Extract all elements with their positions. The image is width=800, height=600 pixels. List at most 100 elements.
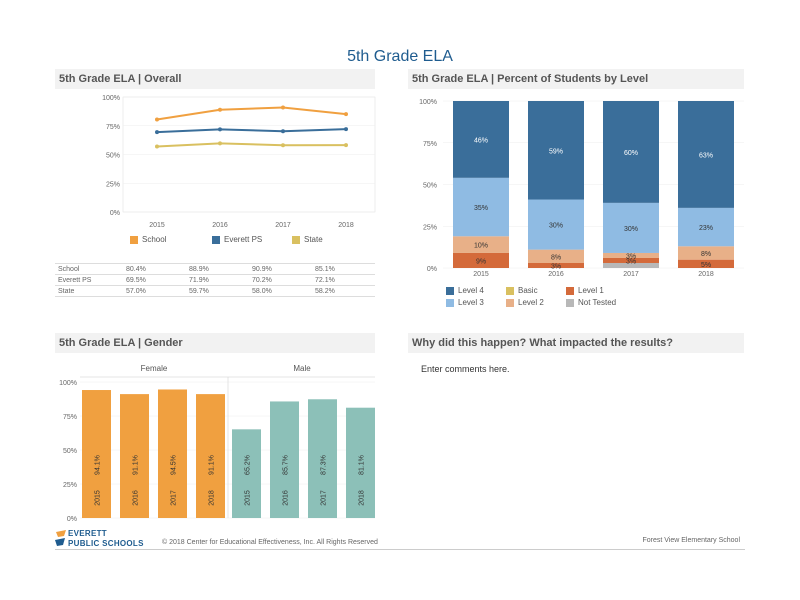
y-tick-label: 75%: [106, 124, 120, 131]
bar-segment-level-4: [678, 101, 734, 208]
y-tick-label: 50%: [63, 448, 77, 455]
legend-level-2: Level 2: [506, 298, 544, 307]
legend-not-tested-label: Not Tested: [578, 298, 617, 307]
gender-panel-header: 5th Grade ELA | Gender: [55, 333, 375, 353]
y-tick-label: 0%: [427, 266, 437, 273]
table-row: School 80.4% 88.9% 90.9% 85.1%: [55, 263, 375, 275]
levels-panel-header: 5th Grade ELA | Percent of Students by L…: [408, 69, 744, 89]
series-line-school: [156, 106, 347, 121]
legend-district: Everett PS: [212, 235, 262, 244]
bar-category-label: 2016: [283, 490, 290, 506]
row-label: State: [55, 285, 123, 297]
data-label: 94.1%: [95, 455, 102, 475]
legend-level-4-label: Level 4: [458, 286, 484, 295]
bar-category-label: 2017: [171, 490, 178, 506]
table-cell: 58.0%: [249, 285, 312, 297]
data-label: 8%: [701, 251, 711, 258]
bar-category-label: 2018: [209, 490, 216, 506]
data-label: 23%: [699, 225, 713, 232]
legend-not-tested-swatch: [566, 298, 574, 307]
table-cell: 59.7%: [186, 285, 249, 297]
logo-line-1: EVERETT: [68, 529, 107, 538]
bar-segment-level-1: [528, 262, 584, 268]
bar-category-label: 2015: [245, 490, 252, 506]
data-point: [281, 105, 285, 110]
legend-school: School: [130, 235, 166, 244]
legend-basic-label: Basic: [518, 286, 538, 295]
x-tick-label: 2017: [275, 222, 291, 229]
legend-district-swatch: [212, 235, 220, 244]
copyright-text: © 2018 Center for Educational Effectiven…: [162, 539, 378, 546]
bar-segment-level-3: [528, 199, 584, 250]
bar-segment-not-tested: [603, 262, 659, 268]
legend-level-1-label: Level 1: [578, 286, 604, 295]
x-tick-label: 2018: [698, 271, 714, 278]
data-point: [344, 112, 348, 117]
page-title: 5th Grade ELA: [347, 48, 453, 65]
overall-stats-table: School 80.4% 88.9% 90.9% 85.1% Everett P…: [55, 263, 375, 297]
data-label: 91.1%: [209, 455, 216, 475]
group-label: Male: [293, 364, 311, 373]
comments-panel-header: Why did this happen? What impacted the r…: [408, 333, 744, 353]
bar-segment-level-1: [678, 259, 734, 268]
y-tick-label: 100%: [102, 95, 120, 102]
bar-category-label: 2017: [321, 490, 328, 506]
bar-female: [158, 389, 187, 518]
data-label: 9%: [476, 258, 486, 265]
bar-segment-level-4: [603, 101, 659, 203]
bar-female: [82, 390, 111, 518]
logo-line-2: PUBLIC SCHOOLS: [68, 539, 144, 548]
y-tick-label: 50%: [423, 183, 437, 190]
x-tick-label: 2016: [212, 222, 228, 229]
table-cell: 57.0%: [123, 285, 186, 297]
legend-not-tested: Not Tested: [566, 298, 616, 307]
table-cell: 58.2%: [312, 285, 375, 297]
x-tick-label: 2018: [338, 222, 354, 229]
everett-logo: EVERETT PUBLIC SCHOOLS: [54, 528, 154, 550]
x-tick-label: 2015: [473, 271, 489, 278]
comments-text[interactable]: Enter comments here.: [421, 364, 510, 374]
data-point: [155, 144, 159, 149]
bar-segment-level-3: [453, 177, 509, 237]
legend-level-2-label: Level 2: [518, 298, 544, 307]
data-label: 65.2%: [245, 455, 252, 475]
bar-category-label: 2015: [95, 490, 102, 506]
bar-male: [232, 429, 261, 518]
data-point: [155, 130, 159, 135]
data-label: 81.1%: [359, 455, 366, 475]
data-label: 30%: [549, 223, 563, 230]
data-point: [218, 107, 222, 112]
y-tick-label: 0%: [110, 210, 120, 217]
legend-level-3: Level 3: [446, 298, 484, 307]
legend-level-3-swatch: [446, 298, 454, 307]
y-tick-label: 25%: [106, 181, 120, 188]
x-tick-label: 2016: [548, 271, 564, 278]
data-label: 91.1%: [133, 455, 140, 475]
data-label: 60%: [624, 150, 638, 157]
legend-state-label: State: [304, 235, 323, 244]
data-point: [344, 127, 348, 132]
bar-category-label: 2016: [133, 490, 140, 506]
bar-segment-level-1: [603, 257, 659, 263]
legend-level-4: Level 4: [446, 286, 484, 295]
legend-state-swatch: [292, 235, 300, 244]
y-tick-label: 75%: [423, 141, 437, 148]
bar-segment-level-2: [453, 236, 509, 253]
bar-segment-level-2: [603, 252, 659, 258]
bar-female: [196, 394, 225, 518]
data-point: [155, 117, 159, 122]
school-name: Forest View Elementary School: [642, 537, 740, 544]
bar-female: [120, 394, 149, 518]
data-point: [344, 143, 348, 148]
legend-basic-swatch: [506, 286, 514, 295]
data-label: 46%: [474, 137, 488, 144]
bar-segment-level-3: [603, 202, 659, 253]
data-label: 94.5%: [171, 455, 178, 475]
bar-segment-level-4: [453, 101, 509, 178]
y-tick-label: 25%: [63, 482, 77, 489]
data-label: 5%: [701, 262, 711, 269]
table-row: State 57.0% 59.7% 58.0% 58.2%: [55, 285, 375, 297]
logo-mark-icon: [55, 530, 66, 546]
